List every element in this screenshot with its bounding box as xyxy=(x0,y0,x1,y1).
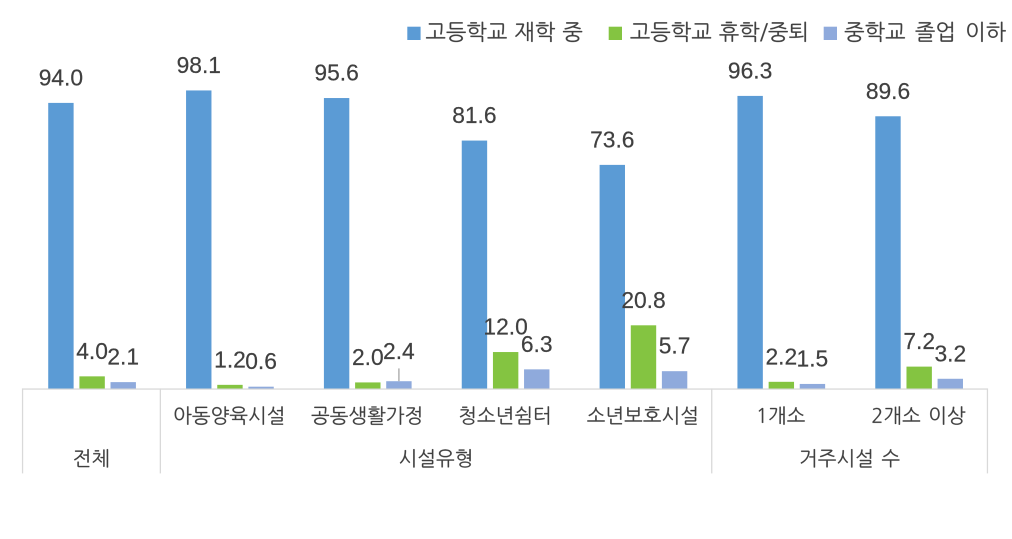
svg-text:7.2: 7.2 xyxy=(903,328,935,354)
svg-text:2.1: 2.1 xyxy=(107,344,139,370)
svg-text:20.8: 20.8 xyxy=(621,287,665,313)
svg-text:95.6: 95.6 xyxy=(314,60,358,86)
svg-text:96.3: 96.3 xyxy=(728,57,772,83)
svg-text:73.6: 73.6 xyxy=(590,126,634,152)
svg-text:89.6: 89.6 xyxy=(866,78,910,104)
svg-text:6.3: 6.3 xyxy=(521,331,553,357)
svg-text:98.1: 98.1 xyxy=(177,52,221,78)
svg-text:94.0: 94.0 xyxy=(39,64,83,90)
svg-text:5.7: 5.7 xyxy=(659,333,691,359)
svg-text:2.2: 2.2 xyxy=(765,343,797,369)
svg-text:4.0: 4.0 xyxy=(76,338,108,364)
svg-text:2.0: 2.0 xyxy=(352,344,384,370)
svg-text:1.2: 1.2 xyxy=(214,346,246,372)
svg-text:0.6: 0.6 xyxy=(245,348,277,374)
svg-text:2.4: 2.4 xyxy=(383,338,415,364)
svg-text:12.0: 12.0 xyxy=(483,314,527,340)
svg-text:81.6: 81.6 xyxy=(452,102,496,128)
svg-text:1.5: 1.5 xyxy=(797,345,829,371)
svg-text:3.2: 3.2 xyxy=(934,340,966,366)
